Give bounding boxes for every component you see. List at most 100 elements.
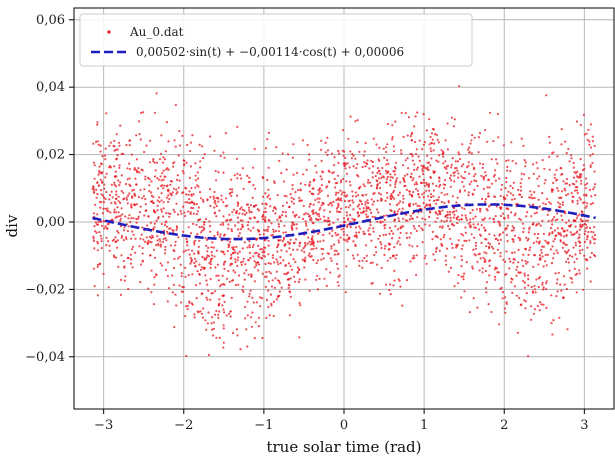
scatter-point xyxy=(175,225,178,228)
scatter-point xyxy=(152,195,155,198)
scatter-point xyxy=(307,212,310,216)
scatter-point xyxy=(486,186,489,189)
scatter-point xyxy=(197,185,200,188)
scatter-point xyxy=(401,164,405,167)
scatter-point xyxy=(510,211,513,214)
scatter-point xyxy=(366,201,370,205)
scatter-point xyxy=(455,217,458,221)
scatter-point xyxy=(232,246,235,249)
scatter-point xyxy=(319,240,322,243)
scatter-point xyxy=(201,229,204,232)
scatter-point xyxy=(289,295,292,298)
scatter-point xyxy=(495,158,498,161)
scatter-point xyxy=(192,252,196,255)
scatter-point xyxy=(554,272,557,275)
scatter-point xyxy=(235,245,238,248)
legend: Au_0.dat 0,00502·sin(t) + −0,00114·cos(t… xyxy=(79,13,473,67)
scatter-point xyxy=(222,327,225,330)
scatter-point xyxy=(288,206,291,209)
scatter-point xyxy=(214,169,217,173)
scatter-point xyxy=(173,139,176,142)
scatter-point xyxy=(207,289,210,292)
scatter-point xyxy=(461,214,464,217)
scatter-point xyxy=(377,237,380,240)
scatter-point xyxy=(517,261,520,264)
scatter-point xyxy=(196,310,199,313)
scatter-point xyxy=(371,281,374,285)
scatter-point xyxy=(304,256,307,259)
scatter-point xyxy=(434,235,437,238)
scatter-point xyxy=(576,230,579,233)
scatter-point xyxy=(357,211,360,214)
scatter-point xyxy=(211,328,214,331)
scatter-point xyxy=(515,162,518,165)
scatter-point xyxy=(210,251,213,254)
scatter-point xyxy=(458,218,461,221)
scatter-point xyxy=(209,230,212,233)
scatter-point xyxy=(330,259,333,262)
scatter-point xyxy=(320,178,323,181)
scatter-point xyxy=(560,128,563,131)
scatter-point xyxy=(504,197,507,200)
scatter-point xyxy=(489,111,492,114)
scatter-point xyxy=(137,196,141,199)
scatter-point xyxy=(592,188,595,191)
scatter-point xyxy=(589,242,592,245)
scatter-point xyxy=(464,231,467,234)
scatter-point xyxy=(258,256,261,259)
scatter-point xyxy=(229,237,232,240)
scatter-point xyxy=(333,243,336,246)
scatter-point xyxy=(391,136,394,139)
scatter-point xyxy=(299,188,302,191)
scatter-point xyxy=(396,242,399,245)
scatter-point xyxy=(496,248,499,251)
scatter-point xyxy=(200,312,203,315)
scatter-point xyxy=(307,236,310,239)
scatter-point xyxy=(105,190,108,194)
scatter-point xyxy=(385,181,388,184)
scatter-point xyxy=(190,206,193,209)
scatter-point xyxy=(135,221,138,224)
scatter-point xyxy=(411,179,414,182)
scatter-point xyxy=(559,203,562,206)
scatter-point xyxy=(453,180,456,183)
scatter-point xyxy=(172,208,175,211)
scatter-point xyxy=(337,275,340,278)
scatter-point xyxy=(298,301,301,305)
scatter-point xyxy=(415,229,418,232)
scatter-point xyxy=(461,180,464,184)
scatter-point xyxy=(556,278,559,281)
scatter-point xyxy=(365,205,368,208)
scatter-point xyxy=(453,174,456,177)
scatter-point xyxy=(299,182,302,185)
scatter-point xyxy=(93,225,96,228)
scatter-point xyxy=(340,193,343,196)
scatter-point xyxy=(169,244,172,247)
scatter-point xyxy=(160,264,164,267)
scatter-point xyxy=(355,231,358,234)
scatter-point xyxy=(460,258,463,262)
scatter-point xyxy=(218,336,221,339)
scatter-point xyxy=(206,198,209,201)
scatter-point xyxy=(473,188,476,191)
scatter-point xyxy=(149,200,153,203)
scatter-point xyxy=(115,197,118,200)
scatter-point xyxy=(228,213,231,216)
scatter-point xyxy=(113,181,116,184)
scatter-point xyxy=(463,290,466,293)
scatter-point xyxy=(442,183,445,186)
scatter-point xyxy=(358,259,361,263)
scatter-point xyxy=(145,144,148,147)
scatter-point xyxy=(141,252,144,255)
scatter-point xyxy=(119,124,122,127)
scatter-point xyxy=(436,213,440,216)
scatter-point xyxy=(113,211,116,214)
scatter-point xyxy=(104,197,107,201)
scatter-point xyxy=(232,331,235,335)
scatter-point xyxy=(443,220,446,223)
scatter-point xyxy=(533,212,537,215)
scatter-point xyxy=(217,274,220,277)
scatter-point xyxy=(239,228,242,231)
scatter-point xyxy=(167,140,170,143)
scatter-point xyxy=(493,195,496,198)
